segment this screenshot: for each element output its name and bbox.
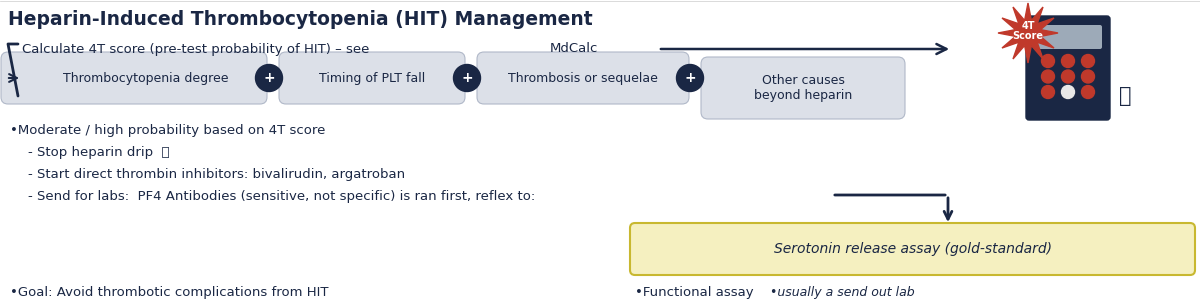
Circle shape [256,65,282,91]
Text: •Functional assay: •Functional assay [635,286,754,299]
Text: ⛓: ⛓ [1118,86,1132,106]
Circle shape [1081,54,1094,68]
Circle shape [1081,85,1094,99]
Polygon shape [998,3,1058,63]
Text: Timing of PLT fall: Timing of PLT fall [319,72,425,84]
Text: Thrombosis or sequelae: Thrombosis or sequelae [508,72,658,84]
Circle shape [1042,70,1055,83]
Text: - Stop heparin drip  ⛔: - Stop heparin drip ⛔ [28,146,169,159]
Circle shape [1042,54,1055,68]
FancyBboxPatch shape [1,52,266,104]
Circle shape [677,65,703,91]
Circle shape [1042,85,1055,99]
Text: Calculate 4T score (pre-test probability of HIT) – see: Calculate 4T score (pre-test probability… [22,43,373,55]
FancyBboxPatch shape [476,52,689,104]
Circle shape [1062,70,1074,83]
Text: - Send for labs:  PF4 Antibodies (sensitive, not specific) is ran first, reflex : - Send for labs: PF4 Antibodies (sensiti… [28,190,535,203]
FancyBboxPatch shape [278,52,466,104]
Circle shape [1062,85,1074,99]
Text: Heparin-Induced Thrombocytopenia (HIT) Management: Heparin-Induced Thrombocytopenia (HIT) M… [8,10,593,29]
Text: •Goal: Avoid thrombotic complications from HIT: •Goal: Avoid thrombotic complications fr… [10,286,329,299]
FancyBboxPatch shape [630,223,1195,275]
Text: •Moderate / high probability based on 4T score: •Moderate / high probability based on 4T… [10,124,325,137]
Circle shape [1062,54,1074,68]
FancyBboxPatch shape [1034,25,1102,49]
Text: MdCalc: MdCalc [550,43,599,55]
Text: Serotonin release assay (gold-standard): Serotonin release assay (gold-standard) [774,242,1051,256]
Text: Other causes
beyond heparin: Other causes beyond heparin [754,74,852,102]
FancyBboxPatch shape [701,57,905,119]
Text: - Start direct thrombin inhibitors: bivalirudin, argatroban: - Start direct thrombin inhibitors: biva… [28,168,406,181]
FancyBboxPatch shape [1026,16,1110,120]
Text: •usually a send out lab: •usually a send out lab [770,286,914,299]
Text: Thrombocytopenia degree: Thrombocytopenia degree [64,72,229,84]
Text: +: + [461,71,473,85]
Circle shape [454,65,480,91]
Text: +: + [263,71,275,85]
Circle shape [1081,70,1094,83]
Text: +: + [684,71,696,85]
Text: 4T
Score: 4T Score [1013,21,1044,41]
